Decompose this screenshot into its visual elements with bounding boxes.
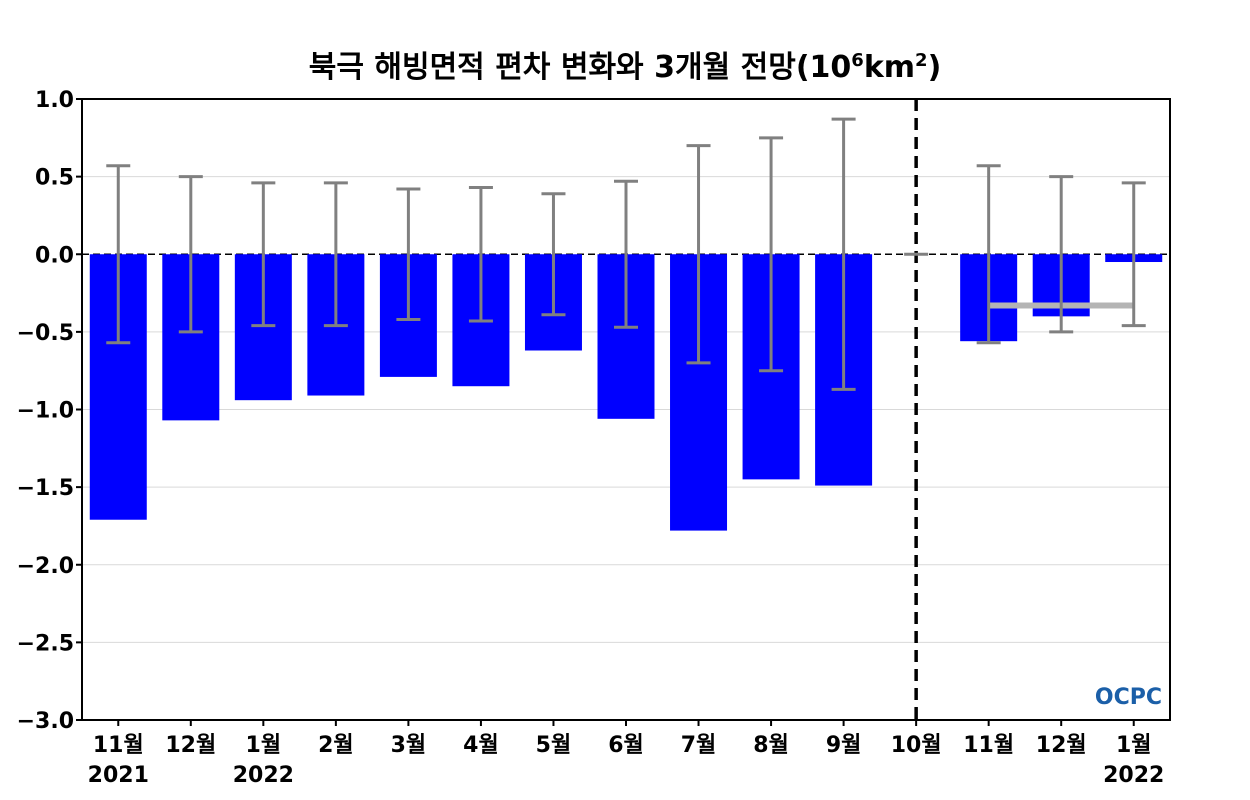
x-tick-label: 11월: [93, 733, 144, 758]
y-tick-label: 0.0: [35, 243, 74, 268]
title-mid: km: [863, 50, 916, 85]
error-bar: [831, 117, 856, 391]
x-tick-label: 5월: [536, 733, 572, 758]
x-tick-label: 1월: [1116, 733, 1152, 758]
error-bar: [251, 181, 276, 328]
y-tick-label: −0.5: [17, 321, 74, 346]
x-tick-label: 11월: [963, 733, 1014, 758]
error-bar: [541, 192, 566, 317]
x-tick-label: 12월: [165, 733, 216, 758]
error-bar: [396, 187, 421, 321]
x-tick-label: 7월: [681, 733, 717, 758]
x-tick-label: 8월: [753, 733, 789, 758]
title-sup-1: 6: [851, 50, 864, 71]
y-tick-label: −2.5: [17, 631, 74, 656]
error-bar: [1121, 181, 1146, 328]
title-sup-2: 2: [915, 50, 928, 71]
x-tick-label: 1월: [246, 733, 282, 758]
error-bar: [686, 144, 711, 365]
error-bar: [759, 136, 784, 373]
y-tick-label: 1.0: [35, 88, 74, 113]
y-tick-label: −1.0: [17, 399, 74, 424]
error-bar: [614, 179, 638, 329]
error-bar: [106, 164, 131, 345]
error-bar: [323, 181, 348, 328]
title-end: ): [927, 50, 942, 85]
error-bars: [106, 117, 1146, 391]
y-tick-label: −3.0: [17, 709, 74, 734]
error-bar: [178, 175, 203, 334]
y-tick-label: −2.0: [17, 554, 74, 579]
x-tick-label: 9월: [826, 733, 862, 758]
x-tick-label: 6월: [608, 733, 644, 758]
x-axis-ticks: 11월 2021 12월 1월 2022 2월 3월 4월 5월 6월 7월 8월 9월 10월 11월 12…: [88, 720, 1164, 788]
title-main: 북극 해빙면적 편차 변화와 3개월 전망(10: [308, 50, 852, 85]
forecast-divider: [904, 99, 929, 720]
x-tick-label: 10월: [891, 733, 942, 758]
x-tick-label: 3월: [391, 733, 427, 758]
error-bar: [976, 164, 1001, 345]
x-tick-year-label: 2021: [88, 763, 149, 788]
chart-title: 북극 해빙면적 편차 변화와 3개월 전망(106km2): [0, 42, 1250, 86]
ocpc-logo: OCPC: [1095, 685, 1162, 710]
x-tick-year-label: 2022: [1103, 763, 1164, 788]
error-bar: [468, 185, 493, 323]
x-tick-year-label: 2022: [233, 763, 294, 788]
y-tick-label: −1.5: [17, 476, 74, 501]
logo-text: OCPC: [1095, 685, 1162, 710]
x-tick-label: 4월: [463, 733, 499, 758]
x-tick-label: 2월: [318, 733, 354, 758]
error-bar: [1049, 175, 1074, 334]
y-tick-label: 0.5: [35, 166, 74, 191]
x-tick-label: 12월: [1036, 733, 1087, 758]
y-axis-ticks: 1.0 0.5 0.0 −0.5 −1.0 −1.5 −2.0 −2.5 −3.0: [17, 88, 82, 734]
